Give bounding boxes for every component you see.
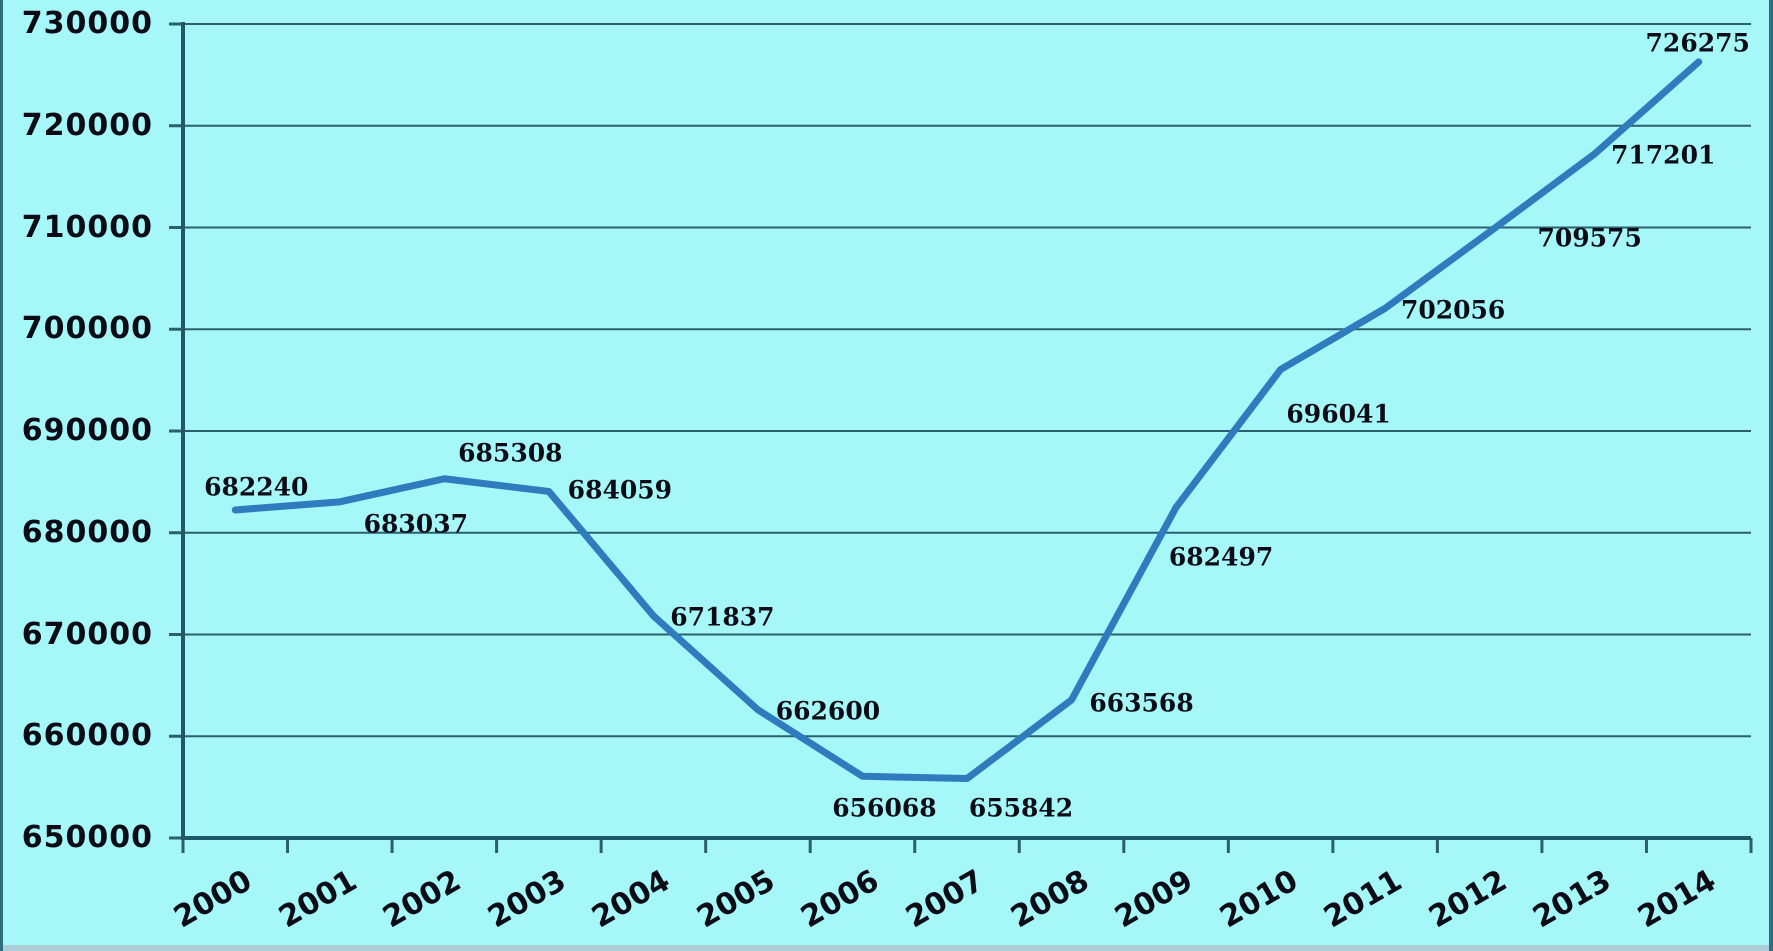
series-line (231, 58, 1703, 783)
bottom-edge-strip (3, 945, 1769, 951)
plot-area (169, 22, 1753, 853)
